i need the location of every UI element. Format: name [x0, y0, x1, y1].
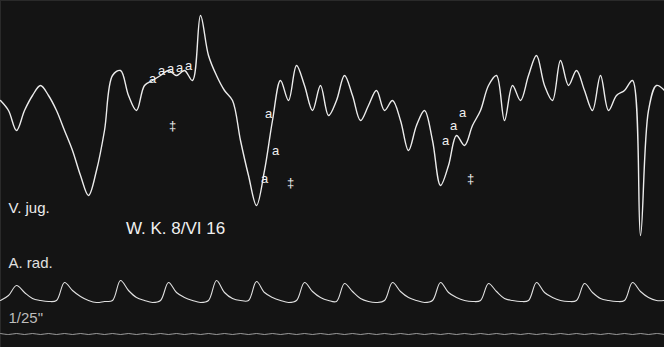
svg-text:‡: ‡ [169, 118, 176, 133]
svg-text:V. jug.: V. jug. [9, 199, 50, 216]
svg-text:a: a [261, 171, 269, 186]
svg-text:a: a [167, 61, 175, 76]
svg-text:a: a [176, 60, 184, 75]
svg-text:A. rad.: A. rad. [9, 254, 53, 271]
svg-text:a: a [442, 133, 450, 148]
svg-text:‡: ‡ [467, 171, 474, 186]
svg-text:a: a [272, 143, 280, 158]
svg-text:a: a [158, 63, 166, 78]
svg-text:‡: ‡ [287, 175, 294, 190]
svg-text:1/25": 1/25" [9, 309, 44, 326]
svg-text:a: a [185, 58, 193, 73]
svg-text:a: a [265, 106, 273, 121]
svg-text:a: a [450, 118, 458, 133]
svg-text:a: a [459, 105, 467, 120]
svg-text:W. K. 8/VI 16: W. K. 8/VI 16 [126, 219, 225, 238]
svg-text:a: a [149, 71, 157, 86]
